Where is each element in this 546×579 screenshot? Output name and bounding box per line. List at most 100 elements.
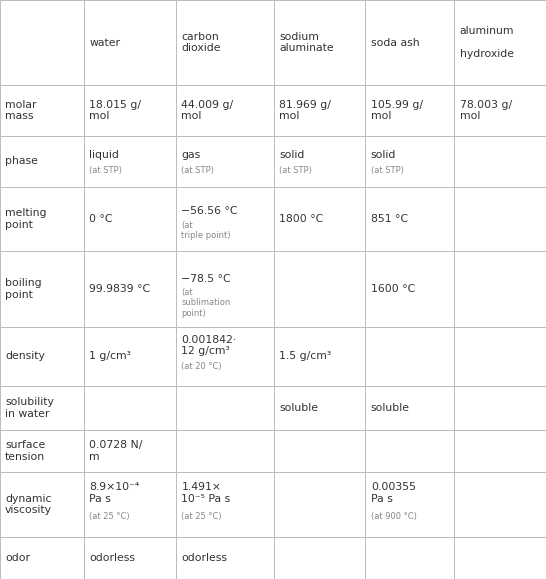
Text: −56.56 °C: −56.56 °C <box>181 206 238 215</box>
Bar <box>454 251 546 327</box>
Bar <box>274 472 365 537</box>
Bar <box>274 0 365 85</box>
Bar <box>454 0 546 85</box>
Bar <box>454 430 546 472</box>
Text: solid: solid <box>371 150 396 160</box>
Bar <box>176 85 274 136</box>
Text: (at STP): (at STP) <box>371 166 403 175</box>
Bar <box>0 251 84 327</box>
Bar <box>84 327 176 386</box>
Bar <box>365 430 454 472</box>
Bar <box>365 0 454 85</box>
Text: 0 °C: 0 °C <box>90 214 113 224</box>
Bar <box>84 472 176 537</box>
Bar <box>84 136 176 186</box>
Bar <box>0 327 84 386</box>
Text: 1600 °C: 1600 °C <box>371 284 415 294</box>
Text: 105.99 g/
mol: 105.99 g/ mol <box>371 100 423 122</box>
Bar <box>454 136 546 186</box>
Bar <box>0 472 84 537</box>
Bar <box>454 386 546 430</box>
Bar <box>274 537 365 579</box>
Bar <box>454 472 546 537</box>
Bar <box>365 136 454 186</box>
Text: (at STP): (at STP) <box>90 166 122 175</box>
Text: 1.491×
10⁻⁵ Pa s: 1.491× 10⁻⁵ Pa s <box>181 482 231 504</box>
Bar <box>454 186 546 251</box>
Bar <box>274 327 365 386</box>
Text: odorless: odorless <box>90 553 135 563</box>
Text: 851 °C: 851 °C <box>371 214 408 224</box>
Bar <box>274 136 365 186</box>
Bar <box>274 251 365 327</box>
Bar <box>84 430 176 472</box>
Text: soluble: soluble <box>371 403 410 413</box>
Text: gas: gas <box>181 150 201 160</box>
Text: melting
point: melting point <box>5 208 46 230</box>
Bar <box>84 85 176 136</box>
Text: carbon
dioxide: carbon dioxide <box>181 32 221 53</box>
Text: (at STP): (at STP) <box>181 166 215 175</box>
Bar <box>176 186 274 251</box>
Bar <box>365 386 454 430</box>
Text: (at
sublimation
point): (at sublimation point) <box>181 288 231 318</box>
Text: (at STP): (at STP) <box>279 166 312 175</box>
Text: phase: phase <box>5 156 38 166</box>
Bar <box>176 327 274 386</box>
Bar <box>84 537 176 579</box>
Text: solid: solid <box>279 150 305 160</box>
Bar <box>0 537 84 579</box>
Bar <box>176 430 274 472</box>
Bar <box>176 251 274 327</box>
Bar <box>0 430 84 472</box>
Bar <box>0 186 84 251</box>
Bar <box>365 472 454 537</box>
Bar <box>274 85 365 136</box>
Bar <box>0 0 84 85</box>
Bar <box>454 327 546 386</box>
Bar <box>84 251 176 327</box>
Text: 0.00355
Pa s: 0.00355 Pa s <box>371 482 416 504</box>
Text: 81.969 g/
mol: 81.969 g/ mol <box>279 100 331 122</box>
Text: (at 20 °C): (at 20 °C) <box>181 362 222 371</box>
Text: 78.003 g/
mol: 78.003 g/ mol <box>460 100 512 122</box>
Text: odor: odor <box>5 553 30 563</box>
Text: molar
mass: molar mass <box>5 100 37 122</box>
Bar <box>454 85 546 136</box>
Bar <box>454 537 546 579</box>
Bar <box>365 251 454 327</box>
Text: (at 25 °C): (at 25 °C) <box>90 512 130 521</box>
Text: 1800 °C: 1800 °C <box>279 214 323 224</box>
Bar <box>84 386 176 430</box>
Bar <box>176 136 274 186</box>
Bar <box>84 186 176 251</box>
Bar <box>365 327 454 386</box>
Text: 8.9×10⁻⁴
Pa s: 8.9×10⁻⁴ Pa s <box>90 482 140 504</box>
Text: sodium
aluminate: sodium aluminate <box>279 32 334 53</box>
Text: dynamic
viscosity: dynamic viscosity <box>5 494 52 515</box>
Text: 1 g/cm³: 1 g/cm³ <box>90 351 131 361</box>
Text: 99.9839 °C: 99.9839 °C <box>90 284 150 294</box>
Bar <box>274 386 365 430</box>
Bar <box>365 537 454 579</box>
Bar <box>365 186 454 251</box>
Bar <box>176 386 274 430</box>
Text: liquid: liquid <box>90 150 119 160</box>
Text: aluminum

hydroxide: aluminum hydroxide <box>460 26 514 59</box>
Bar <box>176 537 274 579</box>
Text: soluble: soluble <box>279 403 318 413</box>
Text: 0.001842·
12 g/cm³: 0.001842· 12 g/cm³ <box>181 335 237 357</box>
Text: −78.5 °C: −78.5 °C <box>181 274 231 284</box>
Bar <box>176 472 274 537</box>
Bar <box>365 85 454 136</box>
Text: density: density <box>5 351 45 361</box>
Bar <box>0 386 84 430</box>
Text: soda ash: soda ash <box>371 38 419 47</box>
Text: (at
triple point): (at triple point) <box>181 221 231 240</box>
Text: (at 900 °C): (at 900 °C) <box>371 512 417 521</box>
Bar <box>0 136 84 186</box>
Text: (at 25 °C): (at 25 °C) <box>181 512 222 521</box>
Text: 18.015 g/
mol: 18.015 g/ mol <box>90 100 141 122</box>
Bar <box>274 186 365 251</box>
Bar <box>176 0 274 85</box>
